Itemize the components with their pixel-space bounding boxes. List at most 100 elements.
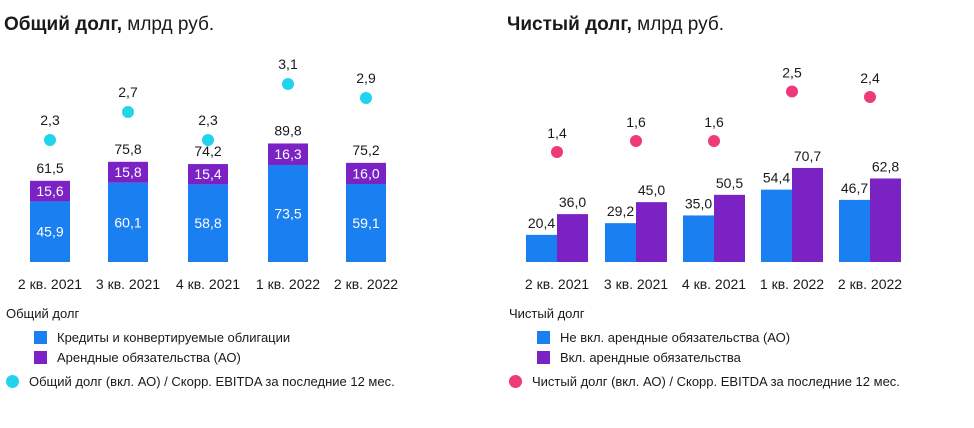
legend-item-lease: Арендные обязательства (АО) (34, 350, 241, 365)
x-tick-label: 4 кв. 2021 (682, 276, 746, 292)
bar-lease (346, 162, 386, 184)
legend-item-net-incl: Вкл. арендные обязательства (537, 350, 741, 365)
bar-lease (108, 161, 148, 183)
ratio-label: 2,3 (40, 112, 60, 128)
bar-loans (346, 183, 386, 262)
bar-loans-label: 58,8 (194, 215, 221, 231)
x-tick-label: 2 кв. 2022 (334, 276, 398, 292)
bar-loans (30, 201, 70, 262)
ratio-label: 1,6 (626, 114, 646, 130)
ratio-point (122, 106, 134, 118)
bar-net-excl-label: 54,4 (763, 170, 790, 186)
legend-label-loans: Кредиты и конвертируемые облигации (57, 330, 291, 345)
bar-loans (108, 182, 148, 262)
bar-total-label: 74,2 (194, 143, 221, 159)
ratio-label: 1,4 (547, 125, 567, 141)
ratio-point (708, 135, 720, 147)
ratio-point (360, 92, 372, 104)
x-tick-label: 3 кв. 2021 (96, 276, 160, 292)
bar-net-incl (636, 202, 667, 262)
total-debt-title: Общий долг, млрд руб. (4, 14, 215, 35)
bar-lease-label: 15,6 (36, 183, 63, 199)
bar-net-excl-label: 20,4 (528, 215, 555, 231)
bar-loans (268, 164, 308, 262)
bar-net-incl-label: 62,8 (872, 158, 899, 174)
x-tick-label: 1 кв. 2022 (760, 276, 824, 292)
bar-loans-label: 60,1 (114, 214, 141, 230)
bar-lease-label: 15,8 (114, 164, 141, 180)
net-debt-chart: 20,436,0 1,4 2 кв. 2021 29,245,0 1,6 3 кв. 20… (525, 65, 902, 293)
bar-net-excl-label: 46,7 (841, 180, 868, 196)
bar-net-incl (870, 178, 901, 262)
bar-loans-label: 59,1 (352, 215, 379, 231)
bar-net-excl-label: 35,0 (685, 195, 712, 211)
legend-swatch-blue (537, 331, 550, 344)
ratio-point (551, 146, 563, 158)
bar-total-label: 89,8 (274, 122, 301, 138)
bar-net-excl (761, 189, 792, 262)
legend-dot-pink (509, 375, 522, 388)
ratio-label: 2,5 (782, 65, 802, 81)
bar-total-label: 75,2 (352, 142, 379, 158)
bar-lease-label: 16,3 (274, 146, 301, 162)
bar-net-incl (792, 167, 823, 262)
ratio-point (44, 134, 56, 146)
bar-net-excl (683, 215, 714, 262)
x-tick-label: 2 кв. 2021 (525, 276, 589, 292)
ratio-point (630, 135, 642, 147)
ratio-label: 3,1 (278, 56, 298, 72)
bar-loans-label: 73,5 (274, 205, 301, 221)
bar-loans (188, 184, 228, 262)
x-tick-label: 2 кв. 2021 (18, 276, 82, 292)
x-tick-label: 4 кв. 2021 (176, 276, 240, 292)
net-debt-panel: Чистый долг, млрд руб. 20,4 36,0 1,4 2 кв. … (487, 0, 974, 428)
bar-net-incl-label: 50,5 (716, 175, 743, 191)
total-debt-chart: 45,9 15,6 61,5 2,3 2 кв. 2021 60,1 15,8 75,8 2,7… (18, 56, 398, 292)
legend-label-net-excl: Не вкл. арендные обязательства (АО) (560, 330, 791, 345)
ratio-label: 1,6 (704, 114, 724, 130)
net-debt-legend-title: Чистый долг (509, 306, 585, 321)
x-tick-label: 3 кв. 2021 (604, 276, 668, 292)
ratio-point (786, 85, 798, 98)
bar-lease-label: 16,0 (352, 165, 379, 181)
legend-label-net-incl: Вкл. арендные обязательства (560, 350, 741, 365)
bar-net-excl (526, 234, 557, 262)
bar-net-incl-label: 36,0 (559, 194, 586, 210)
bar-loans-label: 45,9 (36, 224, 63, 240)
bar-lease (30, 180, 70, 202)
x-tick-label: 1 кв. 2022 (256, 276, 320, 292)
legend-label-lease: Арендные обязательства (АО) (57, 350, 241, 365)
bar-lease-label: 15,4 (194, 166, 221, 182)
total-debt-legend-title: Общий долг (6, 306, 80, 321)
ratio-label: 2,3 (198, 112, 218, 128)
legend-item-loans: Кредиты и конвертируемые облигации (34, 330, 290, 345)
ratio-point (864, 91, 876, 103)
total-debt-panel: Общий долг, млрд руб. 45,9 15,6 61,5 2,3 2 к… (4, 14, 398, 389)
bar-net-excl (839, 199, 870, 262)
legend-swatch-purple (34, 351, 47, 364)
legend-dot-cyan (6, 375, 19, 388)
bar-net-excl (605, 223, 636, 262)
x-tick-label: 2 кв. 2022 (838, 276, 902, 292)
legend-swatch-purple (537, 351, 550, 364)
bar-net-incl-label: 45,0 (638, 182, 665, 198)
legend-swatch-blue (34, 331, 47, 344)
legend-label-net-ratio: Чистый долг (вкл. АО) / Скорр. EBITDA за… (532, 374, 900, 389)
legend-item-total-ratio: Общий долг (вкл. АО) / Скорр. EBITDA за … (6, 374, 395, 389)
bar-net-incl (557, 214, 588, 262)
net-debt-title: Чистый долг, млрд руб. (507, 14, 725, 35)
bar-lease (188, 164, 228, 185)
bar-lease (268, 143, 308, 165)
ratio-point (202, 134, 214, 146)
legend-label-total-ratio: Общий долг (вкл. АО) / Скорр. EBITDA за … (29, 374, 395, 389)
bar-net-incl (714, 194, 745, 262)
bar-total-label: 75,8 (114, 141, 141, 157)
bar-total-label: 61,5 (36, 160, 63, 176)
legend-item-net-excl: Не вкл. арендные обязательства (АО) (537, 330, 790, 345)
ratio-point (282, 78, 294, 90)
bar-net-excl-label: 29,2 (607, 203, 634, 219)
ratio-label: 2,9 (356, 70, 376, 86)
legend-item-net-ratio: Чистый долг (вкл. АО) / Скорр. EBITDA за… (509, 374, 900, 389)
ratio-label: 2,4 (860, 70, 880, 86)
bar-net-incl-label: 70,7 (794, 148, 821, 164)
